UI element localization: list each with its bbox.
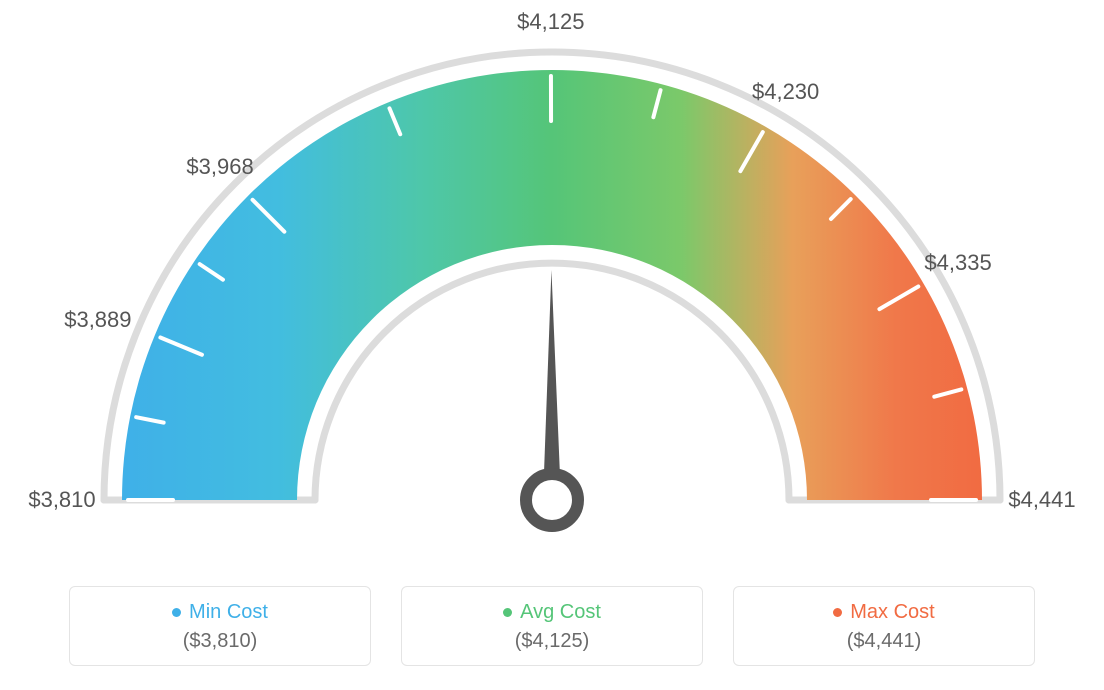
legend-min-title-text: Min Cost bbox=[189, 601, 268, 623]
legend-row: Min Cost ($3,810) Avg Cost ($4,125) Max … bbox=[0, 586, 1104, 666]
legend-avg-value: ($4,125) bbox=[402, 630, 702, 653]
gauge-tick-label: $4,441 bbox=[1008, 487, 1075, 513]
gauge-area: $3,810 $3,889 $3,968 $4,125 $4,230 $4,335 $4,4… bbox=[0, 0, 1104, 560]
gauge-svg bbox=[0, 0, 1104, 560]
gauge-tick-label: $4,335 bbox=[924, 250, 991, 276]
gauge-tick-label: $3,810 bbox=[28, 487, 95, 513]
legend-avg-dot bbox=[503, 608, 512, 617]
legend-min-box: Min Cost ($3,810) bbox=[69, 586, 371, 666]
legend-avg-title-text: Avg Cost bbox=[520, 601, 601, 623]
legend-max-box: Max Cost ($4,441) bbox=[733, 586, 1035, 666]
legend-avg-title: Avg Cost bbox=[402, 601, 702, 624]
legend-max-title-text: Max Cost bbox=[850, 601, 934, 623]
legend-min-dot bbox=[172, 608, 181, 617]
legend-min-title: Min Cost bbox=[70, 601, 370, 624]
legend-avg-box: Avg Cost ($4,125) bbox=[401, 586, 703, 666]
gauge-tick-label: $4,230 bbox=[752, 79, 819, 105]
gauge-tick-label: $4,125 bbox=[517, 9, 584, 35]
legend-max-dot bbox=[833, 608, 842, 617]
cost-gauge-widget: $3,810 $3,889 $3,968 $4,125 $4,230 $4,335 $4,4… bbox=[0, 0, 1104, 690]
legend-min-value: ($3,810) bbox=[70, 630, 370, 653]
gauge-tick-label: $3,968 bbox=[186, 154, 253, 180]
gauge-tick-label: $3,889 bbox=[64, 307, 131, 333]
legend-max-value: ($4,441) bbox=[734, 630, 1034, 653]
legend-max-title: Max Cost bbox=[734, 601, 1034, 624]
